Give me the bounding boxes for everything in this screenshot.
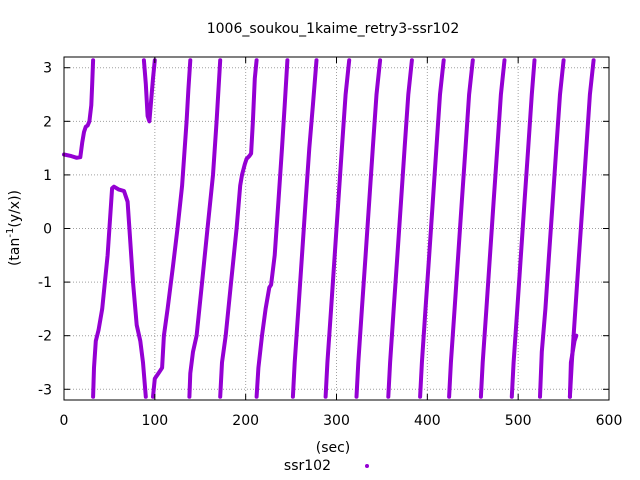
series-segment [141, 58, 157, 124]
y-tick-label: 2 [43, 114, 52, 130]
x-tick-label: 600 [596, 413, 623, 429]
x-tick-label: 400 [414, 413, 441, 429]
x-axis-label: (sec) [316, 440, 351, 456]
series-segment [151, 58, 193, 399]
series-segment [386, 58, 414, 399]
y-tick-label: 0 [43, 222, 52, 238]
x-tick-label: 200 [232, 413, 259, 429]
series-segment [218, 58, 259, 399]
series-ssr102 [62, 58, 596, 399]
y-tick-label: 3 [43, 61, 52, 77]
legend-marker [365, 464, 369, 468]
series-segment [290, 58, 319, 399]
plot-frame [63, 56, 610, 401]
series-segment [478, 58, 507, 399]
series-segment [509, 58, 537, 399]
series-segment [187, 58, 223, 399]
x-tick-label: 100 [141, 413, 168, 429]
y-tick-label: -2 [38, 329, 52, 345]
series-segment [418, 58, 446, 399]
y-axis-label-superscript: -1 [5, 228, 16, 238]
series-segment [354, 58, 383, 399]
series-segment [567, 333, 579, 399]
y-tick-label: -1 [38, 275, 52, 291]
series-segment [62, 58, 96, 160]
series-segment [254, 58, 290, 399]
y-tick-label: 1 [43, 168, 52, 184]
legend-label: ssr102 [284, 458, 331, 474]
y-axis-label-tail: (y/x)) [7, 190, 23, 228]
series-segment [538, 58, 566, 399]
x-tick-label: 500 [505, 413, 532, 429]
series-segment [323, 58, 352, 399]
axis-ticks: 0 100 200 300 400 500 600 3 2 1 0 -1 -2 -3 [38, 57, 622, 429]
y-axis-label-main: (tan [7, 238, 23, 266]
y-axis-label: (tan-1(y/x)) [5, 190, 23, 266]
x-tick-label: 300 [323, 413, 350, 429]
chart-title: 1006_soukou_1kaime_retry3-ssr102 [207, 21, 460, 37]
series-segment [91, 184, 148, 399]
x-tick-label: 0 [60, 413, 69, 429]
y-tick-label: -3 [38, 382, 52, 398]
series-segment [447, 58, 475, 399]
